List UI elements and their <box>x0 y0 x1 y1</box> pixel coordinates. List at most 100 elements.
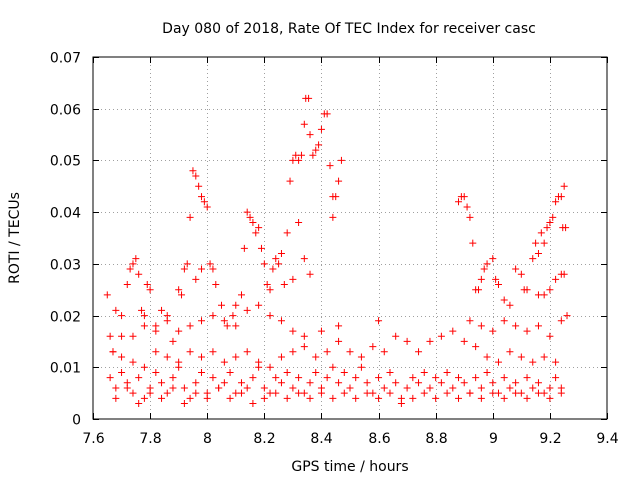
data-point <box>232 322 240 330</box>
data-point <box>260 260 268 268</box>
y-tick-labels: 0 0.01 0.02 0.03 0.04 0.05 0.06 0.07 <box>50 51 81 429</box>
data-point <box>229 312 237 320</box>
data-point <box>232 353 240 361</box>
data-point <box>523 286 531 294</box>
data-point <box>346 348 354 356</box>
data-point <box>123 281 131 289</box>
data-point <box>135 374 143 382</box>
data-point <box>300 332 308 340</box>
data-point <box>375 374 383 382</box>
x-tick-label: 9 <box>489 431 498 447</box>
data-point <box>118 312 126 320</box>
data-point <box>272 255 280 263</box>
data-point <box>346 384 354 392</box>
data-point <box>212 281 220 289</box>
data-point <box>426 384 434 392</box>
data-point <box>529 255 537 263</box>
data-point <box>277 353 285 361</box>
data-point <box>352 394 360 402</box>
data-point <box>529 384 537 392</box>
data-point <box>375 394 383 402</box>
data-point <box>557 193 565 201</box>
data-point <box>163 389 171 397</box>
data-point <box>500 296 508 304</box>
data-point <box>146 286 154 294</box>
data-point <box>546 394 554 402</box>
data-point <box>363 379 371 387</box>
data-point <box>192 389 200 397</box>
data-point <box>332 193 340 201</box>
plot-frame <box>92 56 608 420</box>
chart-title: Day 080 of 2018, Rate Of TEC Index for r… <box>162 21 536 37</box>
data-point <box>129 389 137 397</box>
data-point <box>460 379 468 387</box>
data-point <box>466 317 474 325</box>
data-point <box>192 275 200 283</box>
data-point <box>260 394 268 402</box>
data-point <box>152 348 160 356</box>
data-point <box>546 332 554 340</box>
data-point <box>312 146 320 154</box>
data-point <box>123 384 131 392</box>
data-point <box>549 213 557 221</box>
data-point <box>306 394 314 402</box>
data-point <box>323 374 331 382</box>
data-point <box>209 374 217 382</box>
data-point <box>420 389 428 397</box>
data-point <box>557 317 565 325</box>
data-point <box>357 363 365 371</box>
data-point <box>392 379 400 387</box>
data-point <box>220 317 228 325</box>
data-point <box>237 379 245 387</box>
data-point <box>249 374 257 382</box>
data-point <box>489 379 497 387</box>
data-point <box>286 177 294 185</box>
data-point <box>409 374 417 382</box>
data-point <box>209 265 217 273</box>
x-tick-labels: 7.6 7.8 8 8.2 8.4 8.6 8.8 9 9.2 9.4 <box>82 431 618 447</box>
data-point <box>317 125 325 133</box>
data-point <box>283 394 291 402</box>
data-point <box>392 332 400 340</box>
data-point <box>455 394 463 402</box>
data-point <box>443 389 451 397</box>
data-point <box>129 358 137 366</box>
grid-lines <box>93 57 607 419</box>
data-point <box>198 317 206 325</box>
data-point <box>323 348 331 356</box>
data-point <box>506 348 514 356</box>
data-point <box>557 389 565 397</box>
data-point <box>523 327 531 335</box>
data-point <box>295 374 303 382</box>
y-tick-label: 0.04 <box>50 206 81 222</box>
data-point <box>135 270 143 278</box>
data-point <box>494 358 502 366</box>
data-point <box>369 343 377 351</box>
data-point <box>323 110 331 118</box>
data-point <box>483 260 491 268</box>
data-point <box>477 322 485 330</box>
data-point <box>152 368 160 376</box>
data-points <box>103 94 571 407</box>
data-point <box>562 224 570 232</box>
data-point <box>135 399 143 407</box>
data-point <box>180 384 188 392</box>
data-point <box>552 198 560 206</box>
data-point <box>469 239 477 247</box>
data-point <box>169 384 177 392</box>
data-point <box>500 394 508 402</box>
data-point <box>246 213 254 221</box>
data-point <box>163 317 171 325</box>
data-point <box>295 156 303 164</box>
data-point <box>109 348 117 356</box>
data-point <box>112 394 120 402</box>
y-tick-label: 0 <box>72 413 81 429</box>
data-point <box>226 394 234 402</box>
data-point <box>269 265 277 273</box>
data-point <box>449 327 457 335</box>
data-point <box>326 162 334 170</box>
data-point <box>272 374 280 382</box>
data-point <box>480 265 488 273</box>
y-tick-label: 0.05 <box>50 154 81 170</box>
data-point <box>186 348 194 356</box>
